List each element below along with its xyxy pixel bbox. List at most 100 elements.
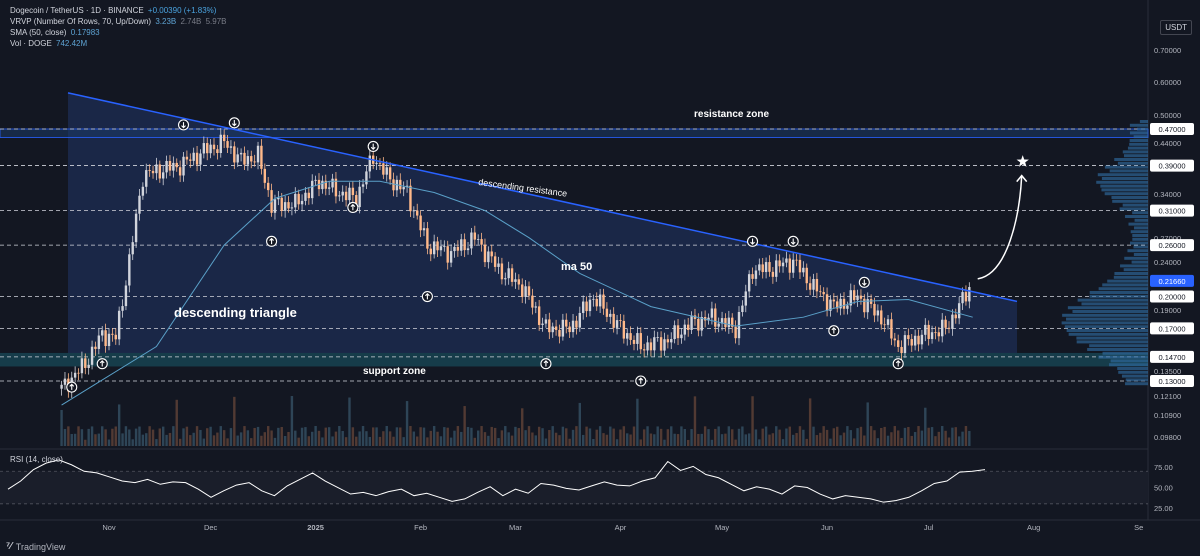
- volume-profile-row: [1129, 142, 1148, 146]
- marker-arrow: [269, 237, 274, 245]
- volume-bar: [886, 435, 890, 446]
- candle-body: [541, 323, 544, 325]
- volume-profile-row: [1062, 313, 1148, 317]
- candle-body: [158, 164, 162, 179]
- price-tick-label: 0.13500: [1154, 367, 1181, 376]
- volume-bar: [202, 438, 206, 446]
- volume-profile-row: [1122, 150, 1148, 154]
- marker-arrow: [790, 238, 796, 245]
- candle-body: [239, 152, 243, 155]
- volume-bar: [724, 433, 727, 446]
- volume-bar: [338, 426, 341, 446]
- volume-bar: [307, 436, 311, 446]
- volume-bar: [77, 426, 80, 446]
- volume-bar: [595, 429, 598, 446]
- volume-bar: [537, 426, 541, 446]
- volume-bar: [720, 434, 724, 446]
- descending-triangle-area: [68, 92, 1017, 353]
- volume-bar: [67, 426, 70, 446]
- candle-body: [812, 278, 815, 290]
- vrvp-value-total: 5.97B: [205, 17, 227, 26]
- candle-body: [202, 143, 206, 154]
- candle-body: [683, 324, 687, 335]
- time-tick-label: Jul: [924, 523, 934, 532]
- candle-body: [554, 326, 558, 330]
- currency-selector[interactable]: USDT: [1160, 20, 1192, 35]
- price-level-tag: [1150, 159, 1194, 172]
- candle-body: [663, 339, 666, 351]
- down-arrow-marker-icon: [858, 276, 870, 288]
- volume-bar: [703, 426, 707, 446]
- volume-bar: [246, 430, 250, 446]
- candle-body: [866, 299, 869, 313]
- price-tick-label: 0.34000: [1154, 190, 1181, 199]
- volume-bar: [60, 410, 63, 446]
- resistance-zone-band: [0, 128, 1149, 138]
- volume-bar: [510, 435, 514, 446]
- candle-body: [344, 191, 348, 201]
- candle-body: [206, 143, 209, 154]
- volume-bar: [842, 432, 846, 446]
- candle-body: [185, 156, 189, 160]
- volume-bar: [111, 428, 114, 446]
- volume-bar: [236, 435, 239, 446]
- volume-profile-row: [1127, 146, 1148, 150]
- marker-arrow: [543, 360, 549, 367]
- volume-bar: [568, 438, 571, 446]
- candle-body: [764, 262, 768, 273]
- vol-label: Vol · DOGE: [10, 39, 52, 48]
- vol-row[interactable]: Vol · DOGE 742.42M: [10, 38, 227, 49]
- candle-body: [588, 299, 592, 312]
- candle-body: [686, 324, 690, 330]
- vrvp-row[interactable]: VRVP (Number Of Rows, 70, Up/Down) 3.23B…: [10, 16, 227, 27]
- volume-bar: [527, 426, 531, 446]
- candle-body: [216, 149, 219, 154]
- price-tick-label: 0.24000: [1154, 258, 1181, 267]
- volume-bar: [954, 427, 957, 446]
- time-tick-label: Jun: [821, 523, 833, 532]
- symbol-row[interactable]: Dogecoin / TetherUS · 1D · BINANCE +0.00…: [10, 5, 227, 16]
- candle-body: [524, 286, 527, 297]
- price-tick-label: 0.10900: [1154, 411, 1181, 420]
- volume-profile-row: [1101, 177, 1148, 180]
- volume-profile-row: [1120, 264, 1148, 268]
- candle-body: [798, 259, 802, 273]
- up-arrow-marker-icon: [421, 290, 433, 303]
- candle-body: [930, 332, 934, 339]
- marker-arrow: [638, 377, 644, 384]
- candle-body: [463, 239, 466, 251]
- sma-row[interactable]: SMA (50, close) 0.17983: [10, 27, 227, 38]
- volume-bar: [731, 429, 734, 446]
- volume-bar: [321, 437, 324, 446]
- candle-body: [87, 364, 90, 368]
- candle-body: [707, 317, 710, 321]
- volume-profile-row: [1134, 218, 1148, 222]
- volume-bar: [930, 427, 934, 446]
- tradingview-brand: TradingView: [15, 541, 66, 552]
- volume-bar: [243, 426, 246, 446]
- volume-bar: [487, 435, 490, 446]
- volume-bar: [250, 438, 253, 446]
- rsi-legend[interactable]: RSI (14, close): [10, 455, 63, 464]
- candle-body: [913, 335, 917, 346]
- candle-body: [666, 339, 670, 343]
- volume-bar: [158, 428, 162, 446]
- candle-body: [331, 178, 334, 188]
- volume-bar: [869, 426, 873, 446]
- volume-profile-row: [1066, 329, 1148, 332]
- volume-bar: [775, 426, 778, 446]
- volume-bar: [290, 396, 294, 446]
- candle-body: [521, 284, 524, 297]
- candle-body: [842, 298, 846, 309]
- volume-bar: [802, 429, 805, 446]
- tradingview-logo[interactable]: ⁷⁄ TradingView: [6, 541, 65, 552]
- candle-body: [409, 185, 412, 212]
- volume-bar: [334, 431, 338, 446]
- volume-bar: [361, 426, 365, 446]
- sma-label: SMA (50, close): [10, 28, 67, 37]
- candle-body: [348, 187, 351, 201]
- vrvp-value-down: 2.74B: [180, 17, 202, 26]
- candle-body: [111, 333, 114, 335]
